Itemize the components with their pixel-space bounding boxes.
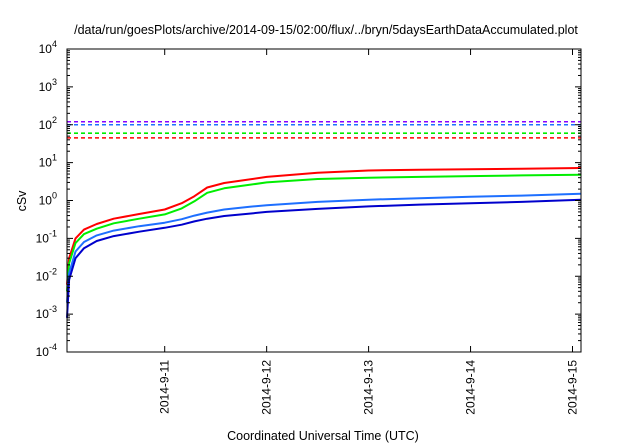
y-tick-label: 104: [39, 39, 57, 56]
x-tick-label: 2014-9-11: [158, 360, 172, 414]
series-line-3: [66, 192, 582, 303]
threshold-lines: [67, 120, 581, 139]
y-tick-label: 10-3: [36, 304, 57, 321]
series-line-1: [66, 167, 582, 285]
series-lines: [66, 167, 582, 318]
x-tick-label: 2014-9-13: [362, 360, 376, 415]
x-axis-label: Coordinated Universal Time (UTC): [227, 429, 419, 443]
y-tick-label: 101: [39, 153, 57, 170]
y-tick-label: 10-1: [36, 228, 57, 245]
y-axis-ticks: 10-4 10-3 10-2 10-1 100 101 102 103 104: [36, 39, 581, 359]
series-line-2: [66, 173, 582, 292]
y-tick-label: 102: [39, 115, 57, 132]
plot-frame: [66, 48, 582, 353]
y-tick-label: 100: [39, 191, 57, 208]
x-axis-ticks: 2014-9-11 2014-9-12 2014-9-13 2014-9-14 2014…: [158, 49, 580, 415]
series-line-4: [66, 198, 582, 318]
x-tick-label: 2014-9-12: [260, 360, 274, 415]
chart-title: /data/run/goesPlots/archive/2014-09-15/0…: [74, 23, 578, 37]
x-tick-label: 2014-9-15: [566, 360, 580, 415]
y-axis-label: cSv: [15, 190, 29, 212]
y-tick-label: 10-2: [36, 266, 57, 283]
x-tick-label: 2014-9-14: [464, 360, 478, 415]
y-tick-label: 10-4: [36, 342, 57, 359]
y-tick-label: 103: [39, 77, 57, 94]
